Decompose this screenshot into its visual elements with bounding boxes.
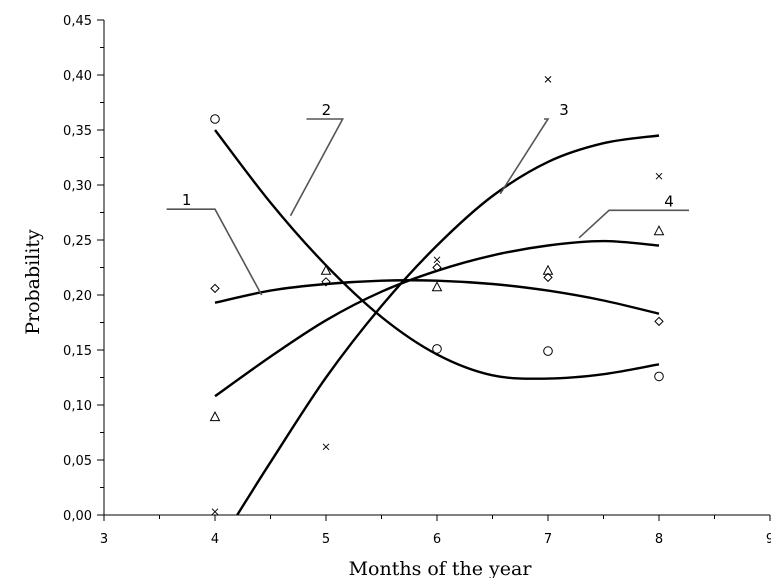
diamond-marker	[543, 272, 553, 283]
data-markers	[209, 76, 665, 516]
y-tick-label: 0,40	[63, 69, 92, 84]
x-tick-label: 7	[544, 532, 552, 547]
y-axis-title: Probability	[22, 229, 44, 335]
fit-curve-4	[214, 239, 660, 398]
y-tick-label: 0,10	[63, 399, 92, 414]
x-marker	[544, 76, 552, 83]
y-tick-label: 0,25	[63, 234, 92, 249]
x-tick-label: 6	[433, 532, 441, 547]
x-tick-label: 5	[322, 532, 330, 547]
y-tick-label: 0,05	[63, 454, 92, 469]
axes	[103, 20, 770, 516]
x-marker	[433, 256, 441, 264]
diamond-marker	[321, 277, 331, 287]
y-tick-label: 0,20	[63, 289, 92, 304]
x-tick-label: 3	[100, 532, 108, 547]
diamond-marker	[210, 283, 220, 294]
y-ticks: 0,00 0,05 0,10 0,15 0,20 0,25 0,30 0,35 0,40 0,45	[63, 14, 104, 524]
x-marker	[322, 443, 330, 451]
y-tick-label: 0,45	[63, 14, 92, 29]
callout-label-4: 4	[664, 192, 674, 210]
callout-leader-4	[578, 209, 689, 239]
x-tick-label: 4	[211, 532, 219, 547]
triangle-marker	[653, 225, 665, 236]
callout-leader-2	[289, 118, 344, 217]
callout-label-2: 2	[322, 101, 332, 119]
y-tick-label: 0,15	[63, 344, 92, 359]
y-tick-label: 0,35	[63, 124, 92, 139]
callout-label-3: 3	[559, 101, 569, 119]
callout-leader-1	[166, 208, 263, 296]
fit-curves	[214, 129, 660, 516]
fit-curve-3	[236, 134, 660, 516]
x-ticks: 3 4 5 6 7 8 9	[100, 515, 771, 547]
y-tick-label: 0,00	[63, 509, 92, 524]
y-tick-label: 0,30	[63, 179, 92, 194]
circle-marker	[654, 371, 664, 382]
series-callouts: 1 2 3 4	[166, 101, 689, 296]
circle-marker	[432, 344, 442, 354]
triangle-marker	[431, 281, 443, 292]
x-axis-title: Months of the year	[349, 558, 533, 578]
fit-curve-2	[214, 129, 660, 380]
callout-leader-3	[499, 118, 550, 195]
x-tick-label: 9	[766, 532, 771, 547]
triangle-marker	[209, 411, 221, 422]
circle-marker	[543, 346, 553, 356]
x-tick-label: 8	[655, 532, 663, 547]
x-marker	[655, 172, 663, 180]
fit-curve-1	[214, 279, 660, 315]
x-marker	[211, 508, 219, 516]
diamond-marker	[432, 262, 442, 273]
callout-label-1: 1	[182, 191, 192, 209]
triangle-marker	[320, 264, 332, 275]
circle-marker	[210, 114, 220, 124]
diamond-marker	[654, 316, 664, 327]
triangle-marker	[542, 264, 554, 275]
